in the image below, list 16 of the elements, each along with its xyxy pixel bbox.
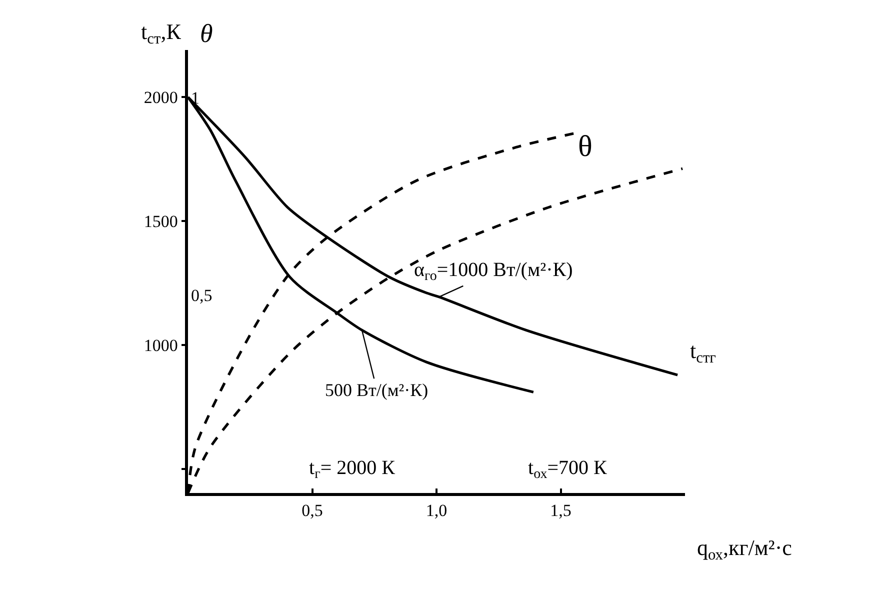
x-axis-title: q$_{ох}$,кг/м²·с bbox=[697, 535, 792, 564]
y2-tick-label: 0,5 bbox=[191, 286, 212, 306]
annotation: 500 Вт/(м²·К) bbox=[325, 380, 428, 400]
x-tick-label: 0,5 bbox=[302, 501, 323, 520]
annotation: α$_{го}$=1000 Вт/(м²·К) bbox=[414, 259, 573, 284]
x-tick-label: 1,5 bbox=[550, 501, 572, 520]
y-tick-label: 1500 bbox=[144, 212, 178, 231]
y-axis-title: t$_{ст}$,К bbox=[141, 19, 182, 48]
annotation: t$_{ох}$=700 К bbox=[528, 457, 608, 482]
text: t$_{стг}$ bbox=[690, 338, 716, 367]
x-tick-label: 1,0 bbox=[426, 501, 448, 520]
y-tick-label: 1000 bbox=[144, 336, 178, 355]
y-tick-label: 2000 bbox=[144, 88, 178, 108]
annotation: θ bbox=[578, 130, 592, 163]
y2-axis-title: θ bbox=[200, 19, 213, 48]
annotation: t$_{г}$= 2000 К bbox=[309, 457, 396, 482]
